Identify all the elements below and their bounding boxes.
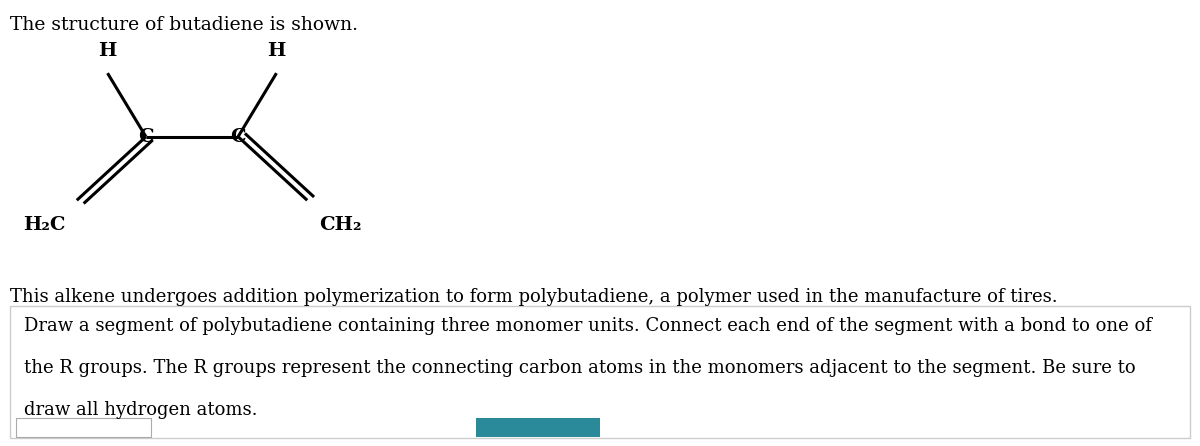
FancyBboxPatch shape — [10, 306, 1190, 438]
FancyBboxPatch shape — [16, 418, 151, 437]
Text: C: C — [230, 128, 246, 146]
Text: C: C — [138, 128, 154, 146]
FancyBboxPatch shape — [476, 418, 600, 437]
Text: draw all hydrogen atoms.: draw all hydrogen atoms. — [24, 401, 257, 419]
Text: the R groups. The R groups represent the connecting carbon atoms in the monomers: the R groups. The R groups represent the… — [24, 359, 1135, 377]
Text: H₂C: H₂C — [23, 215, 65, 234]
Text: H: H — [268, 42, 286, 60]
Text: Draw a segment of polybutadiene containing three monomer units. Connect each end: Draw a segment of polybutadiene containi… — [24, 317, 1152, 335]
Text: The structure of butadiene is shown.: The structure of butadiene is shown. — [10, 16, 358, 33]
Text: H: H — [98, 42, 116, 60]
Text: CH₂: CH₂ — [319, 215, 361, 234]
Text: This alkene undergoes addition polymerization to form polybutadiene, a polymer u: This alkene undergoes addition polymeriz… — [10, 288, 1057, 306]
